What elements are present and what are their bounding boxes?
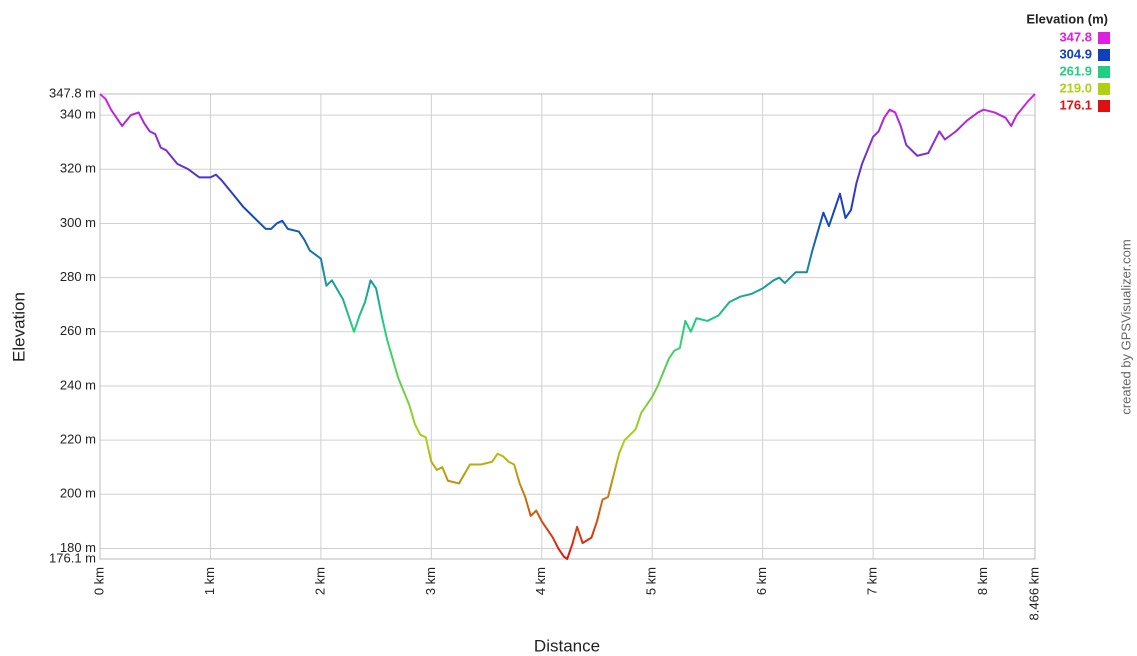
x-tick-label: 8.466 km — [1026, 567, 1041, 620]
y-tick-label: 260 m — [60, 323, 96, 338]
y-tick-label: 180 m — [60, 540, 96, 555]
x-tick-label: 2 km — [312, 567, 327, 595]
y-tick-label: 240 m — [60, 377, 96, 392]
y-tick-label: 320 m — [60, 161, 96, 176]
x-tick-label: 5 km — [644, 567, 659, 595]
legend-label: 261.9 — [1059, 63, 1092, 78]
legend-title: Elevation (m) — [1026, 11, 1108, 26]
legend-swatch — [1098, 83, 1110, 95]
legend-swatch — [1098, 66, 1110, 78]
legend-swatch — [1098, 100, 1110, 112]
y-tick-label: 347.8 m — [49, 85, 96, 100]
legend-label: 176.1 — [1059, 97, 1092, 112]
y-tick-label: 280 m — [60, 269, 96, 284]
x-axis-label: Distance — [534, 636, 600, 655]
x-tick-label: 4 km — [533, 567, 548, 595]
legend-label: 304.9 — [1059, 46, 1092, 61]
y-tick-label: 176.1 m — [49, 550, 96, 565]
legend-swatch — [1098, 32, 1110, 44]
y-tick-label: 340 m — [60, 107, 96, 122]
y-axis-label: Elevation — [9, 292, 28, 362]
credit: created by GPSVisualizer.com — [1118, 239, 1133, 414]
y-tick-label: 300 m — [60, 215, 96, 230]
elevation-line — [99, 93, 1036, 560]
x-tick-label: 8 km — [975, 567, 990, 595]
x-tick-label: 6 km — [754, 567, 769, 595]
legend-label: 347.8 — [1059, 29, 1092, 44]
x-tick-label: 0 km — [91, 567, 106, 595]
legend-label: 219.0 — [1059, 80, 1092, 95]
x-tick-label: 7 km — [865, 567, 880, 595]
y-tick-label: 200 m — [60, 486, 96, 501]
x-tick-label: 1 km — [202, 567, 217, 595]
plot-border — [99, 93, 1036, 560]
legend-swatch — [1098, 49, 1110, 61]
x-tick-label: 3 km — [423, 567, 438, 595]
y-tick-label: 220 m — [60, 432, 96, 447]
